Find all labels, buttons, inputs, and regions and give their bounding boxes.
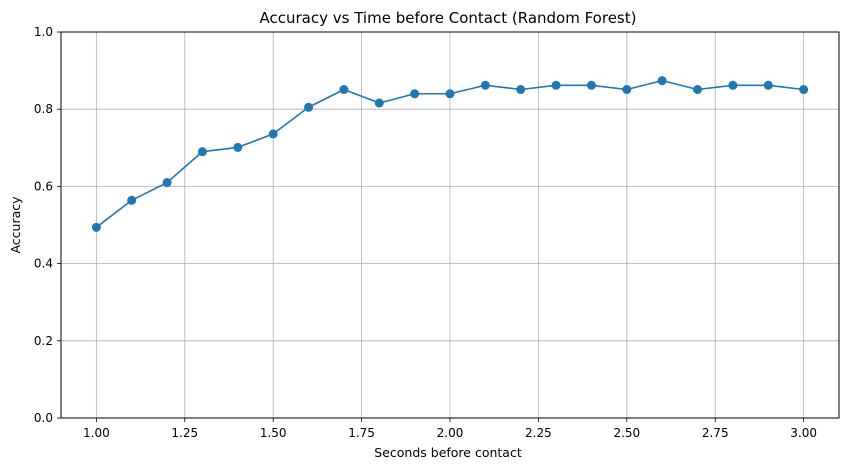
y-tick-label: 1.0 (34, 25, 53, 39)
y-tick-label: 0.6 (34, 179, 53, 193)
x-tick-label: 1.75 (348, 426, 375, 440)
x-tick-label: 1.00 (83, 426, 110, 440)
x-tick-label: 2.00 (437, 426, 464, 440)
chart-title: Accuracy vs Time before Contact (Random … (260, 9, 637, 27)
x-tick-label: 1.25 (171, 426, 198, 440)
data-point (233, 142, 243, 152)
x-tick-label: 1.50 (260, 426, 287, 440)
x-tick-label: 3.00 (790, 426, 817, 440)
x-axis-label: Seconds before contact (374, 445, 522, 460)
data-point (586, 80, 596, 90)
data-point (374, 98, 384, 108)
x-tick-label: 2.50 (613, 426, 640, 440)
data-point (551, 80, 561, 90)
y-tick-label: 0.8 (34, 102, 53, 116)
data-point (339, 85, 349, 95)
data-point (480, 80, 490, 90)
y-tick-label: 0.4 (34, 257, 53, 271)
data-point (693, 85, 703, 95)
data-point (162, 178, 172, 188)
data-point (799, 85, 809, 95)
data-point (127, 195, 137, 205)
y-tick-label: 0.2 (34, 334, 53, 348)
y-tick-label: 0.0 (34, 411, 53, 425)
data-point (763, 80, 773, 90)
data-point (410, 89, 420, 99)
data-point (268, 129, 278, 139)
x-tick-label: 2.25 (525, 426, 552, 440)
x-axis-ticks: 1.00 1.25 1.50 1.75 2.00 2.25 2.50 2.75 3.00 (83, 418, 817, 440)
data-point (516, 85, 526, 95)
y-axis-label: Accuracy (8, 196, 23, 254)
data-point (197, 147, 207, 157)
data-point (657, 76, 667, 86)
data-points (91, 76, 809, 232)
y-axis-ticks: 0.0 0.2 0.4 0.6 0.8 1.0 (34, 25, 61, 425)
data-point (622, 85, 632, 95)
x-tick-label: 2.75 (702, 426, 729, 440)
data-point (91, 222, 101, 232)
data-point (445, 89, 455, 99)
data-point (728, 80, 738, 90)
data-point (304, 102, 314, 112)
